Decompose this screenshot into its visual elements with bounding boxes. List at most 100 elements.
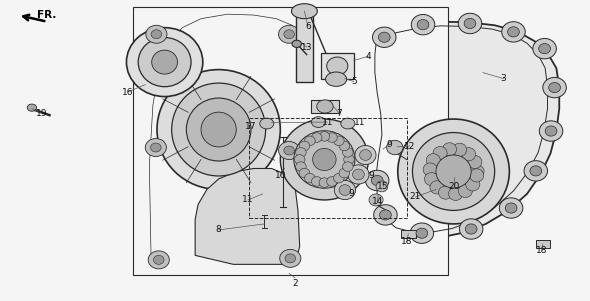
Ellipse shape	[433, 147, 447, 160]
Ellipse shape	[339, 185, 351, 195]
Ellipse shape	[417, 20, 429, 30]
Ellipse shape	[312, 177, 322, 186]
Bar	[401, 230, 416, 238]
Ellipse shape	[326, 72, 347, 86]
Text: 9: 9	[348, 189, 353, 198]
Ellipse shape	[319, 132, 330, 141]
Ellipse shape	[461, 148, 476, 161]
Ellipse shape	[533, 39, 556, 59]
Ellipse shape	[319, 178, 330, 187]
Ellipse shape	[386, 140, 403, 155]
Ellipse shape	[278, 141, 300, 160]
Polygon shape	[141, 8, 313, 266]
Ellipse shape	[355, 145, 376, 165]
Bar	[322, 53, 354, 79]
Ellipse shape	[458, 184, 473, 197]
Text: 4: 4	[366, 52, 371, 61]
Ellipse shape	[153, 255, 164, 264]
Text: 14: 14	[372, 197, 383, 206]
Ellipse shape	[152, 50, 178, 74]
Ellipse shape	[284, 30, 294, 39]
Polygon shape	[195, 169, 300, 264]
Text: 5: 5	[351, 77, 356, 86]
Ellipse shape	[138, 38, 191, 87]
Text: 10: 10	[274, 172, 286, 181]
Bar	[249, 118, 407, 218]
Ellipse shape	[343, 147, 353, 157]
Text: 11: 11	[242, 195, 254, 204]
Ellipse shape	[299, 141, 310, 151]
Ellipse shape	[284, 146, 294, 155]
Ellipse shape	[312, 133, 322, 142]
Ellipse shape	[327, 57, 348, 75]
Text: 12: 12	[404, 141, 415, 150]
Ellipse shape	[294, 155, 305, 164]
Ellipse shape	[172, 83, 266, 176]
Ellipse shape	[201, 112, 236, 147]
Ellipse shape	[430, 181, 444, 194]
Ellipse shape	[505, 203, 517, 213]
Ellipse shape	[146, 25, 167, 43]
Ellipse shape	[524, 161, 548, 181]
Ellipse shape	[343, 162, 353, 171]
Ellipse shape	[291, 4, 317, 19]
Ellipse shape	[376, 181, 388, 192]
Ellipse shape	[470, 165, 484, 178]
Ellipse shape	[157, 70, 280, 189]
Bar	[133, 7, 448, 275]
Ellipse shape	[539, 44, 550, 54]
Ellipse shape	[312, 117, 326, 127]
Ellipse shape	[285, 254, 296, 263]
Ellipse shape	[379, 210, 391, 220]
Text: 19: 19	[35, 109, 47, 118]
Ellipse shape	[341, 118, 355, 129]
Ellipse shape	[280, 249, 301, 267]
Text: 8: 8	[216, 225, 221, 234]
Text: 9: 9	[369, 172, 374, 181]
Ellipse shape	[458, 13, 482, 34]
Ellipse shape	[442, 143, 457, 156]
Ellipse shape	[448, 187, 463, 200]
Ellipse shape	[148, 251, 169, 269]
Ellipse shape	[304, 173, 315, 183]
Ellipse shape	[260, 118, 274, 129]
Ellipse shape	[304, 136, 315, 146]
Ellipse shape	[335, 181, 356, 200]
Text: 13: 13	[301, 43, 313, 52]
Ellipse shape	[151, 30, 162, 39]
Ellipse shape	[507, 27, 519, 37]
Ellipse shape	[371, 175, 383, 185]
Ellipse shape	[410, 223, 434, 244]
Text: FR.: FR.	[37, 10, 56, 20]
Ellipse shape	[333, 136, 344, 146]
Ellipse shape	[299, 168, 310, 178]
Ellipse shape	[549, 82, 560, 93]
Text: 15: 15	[378, 182, 389, 191]
Text: 6: 6	[305, 22, 311, 31]
Ellipse shape	[378, 32, 390, 42]
Text: 17: 17	[245, 122, 257, 131]
Ellipse shape	[411, 14, 435, 35]
Ellipse shape	[466, 224, 477, 234]
Ellipse shape	[530, 166, 542, 176]
Ellipse shape	[539, 121, 563, 141]
Ellipse shape	[398, 119, 509, 224]
Ellipse shape	[344, 155, 355, 164]
Text: 2: 2	[292, 279, 298, 288]
Ellipse shape	[126, 28, 203, 97]
Text: 18: 18	[536, 247, 548, 255]
Ellipse shape	[27, 104, 37, 111]
Text: 20: 20	[448, 182, 459, 191]
Ellipse shape	[280, 119, 368, 200]
Ellipse shape	[470, 169, 484, 182]
Ellipse shape	[145, 138, 166, 157]
Ellipse shape	[499, 198, 523, 218]
Ellipse shape	[348, 165, 369, 184]
Ellipse shape	[317, 100, 333, 113]
Ellipse shape	[333, 173, 344, 183]
Ellipse shape	[150, 143, 161, 152]
Text: 11: 11	[354, 117, 365, 126]
Ellipse shape	[327, 177, 337, 186]
Ellipse shape	[412, 132, 494, 210]
Ellipse shape	[372, 27, 396, 48]
